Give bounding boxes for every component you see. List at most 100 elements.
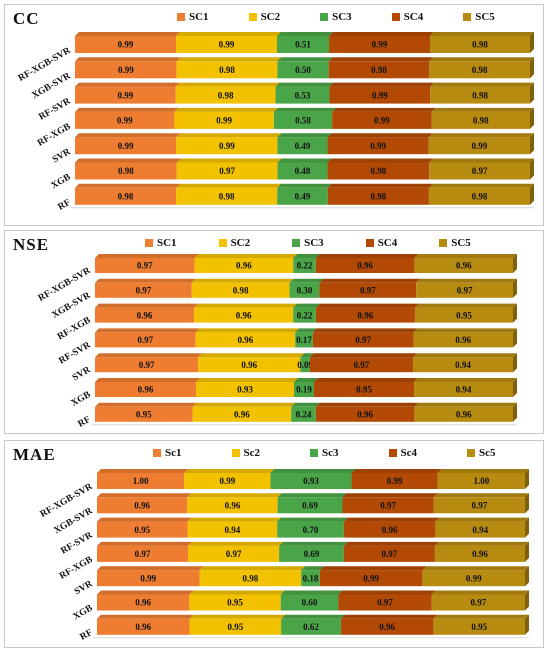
legend-swatch: [145, 239, 153, 247]
cc-bar-sc2: [175, 86, 276, 104]
cc-data-label: 0.98: [472, 40, 488, 50]
legend-item-mae-sc3: Sc3: [310, 447, 339, 459]
bar-top-face: [175, 32, 281, 36]
cc-data-label: 0.49: [295, 192, 311, 202]
cc-bar-sc4: [329, 36, 431, 53]
legend-label: SC3: [304, 237, 324, 249]
nse-data-label: 0.96: [238, 335, 254, 345]
bar-top-face: [293, 378, 319, 382]
cc-data-label: 0.99: [372, 40, 388, 50]
mae-data-label: 0.94: [224, 525, 240, 535]
cc-bar-sc4: [327, 137, 429, 155]
nse-bar-sc5: [414, 258, 513, 273]
bar-top-face: [95, 303, 199, 308]
legend-swatch: [231, 449, 240, 457]
nse-bar-sc4: [315, 258, 415, 273]
bar-top-face: [340, 614, 438, 619]
cc-data-label: 0.99: [118, 141, 134, 151]
nse-bar-sc1: [95, 357, 199, 373]
bar-end-face: [525, 614, 529, 635]
cc-data-label: 0.98: [370, 192, 386, 202]
cc-bar-sc2: [176, 162, 278, 180]
cc-bar-sc1: [75, 61, 177, 79]
bar-top-face: [97, 469, 189, 473]
cc-data-label: 0.98: [218, 90, 234, 100]
bar-top-face: [277, 158, 332, 163]
nse-bar-sc5: [413, 357, 513, 373]
mae-bar-sc5: [435, 521, 525, 538]
mae-chart-panel: MAE Sc1 Sc2 Sc3 Sc4 Sc5 1.00 0.99 0.93 0.99 1.00…: [4, 440, 544, 648]
cc-bar-sc2: [174, 111, 274, 129]
bar-top-face: [300, 353, 314, 358]
nse-data-label: 0.97: [360, 286, 376, 296]
mae-bar-sc3: [277, 521, 344, 538]
bar-top-face: [295, 328, 317, 333]
nse-bar-sc2: [194, 307, 294, 323]
bar-top-face: [277, 517, 348, 522]
legend-swatch: [218, 239, 227, 247]
cc-data-label: 0.99: [219, 40, 235, 50]
legend-swatch: [248, 13, 257, 21]
cc-data-label: 0.98: [219, 192, 235, 202]
bar-top-face: [434, 541, 529, 546]
legend-label: SC1: [189, 11, 209, 23]
mae-bar-sc1: [97, 618, 190, 635]
nse-bar-sc5: [414, 382, 513, 397]
nse-bar-sc4: [312, 332, 414, 348]
legend-cc: SC1 SC2 SC3 SC4 SC5: [177, 11, 495, 23]
mae-data-label: 0.97: [135, 549, 151, 559]
mae-data-label: 1.00: [133, 476, 149, 486]
bar-top-face: [176, 183, 282, 188]
cc-bar-sc2: [176, 187, 278, 205]
bar-top-face: [276, 32, 334, 36]
cc-bar-sc1: [75, 86, 176, 104]
chart-title-nse: NSE: [13, 235, 50, 254]
mae-data-label: 0.99: [466, 573, 482, 583]
nse-category-label: RF-SVR: [57, 340, 92, 366]
nse-data-label: 0.96: [236, 261, 252, 271]
mae-bar-sc4: [343, 545, 435, 562]
nse-data-label: 0.96: [358, 310, 374, 320]
mae-bar-sc1: [97, 473, 185, 489]
bar-top-face: [97, 566, 204, 571]
nse-category-label: RF: [77, 415, 93, 430]
mae-data-label: 0.94: [472, 525, 488, 535]
mae-bar-sc4: [319, 570, 423, 587]
nse-data-label: 0.95: [136, 410, 152, 420]
bar-top-face: [75, 183, 181, 188]
nse-bar-sc3: [291, 406, 316, 422]
bar-top-face: [75, 107, 179, 112]
cc-category-label: RF-SVR: [37, 96, 72, 122]
bar-top-face: [195, 328, 300, 333]
bar-end-face: [525, 517, 529, 538]
legend-nse: SC1 SC2 SC3 SC4 SC5: [145, 237, 471, 249]
bar-top-face: [414, 402, 517, 407]
cc-chart-panel: CC SC1 SC2 SC3 SC4 SC5 0.99 0.99 0.51 0.99 0.98 R…: [4, 4, 544, 226]
cc-bar-sc4: [327, 162, 430, 180]
bar-end-face: [525, 541, 529, 562]
bar-top-face: [95, 328, 200, 333]
bar-top-face: [187, 493, 282, 498]
bar-top-face: [280, 590, 343, 595]
cc-data-label: 0.99: [374, 116, 390, 126]
nse-bar-sc1: [95, 258, 195, 273]
bar-top-face: [189, 590, 285, 595]
nse-bar-sc3: [293, 307, 316, 323]
bar-top-face: [343, 517, 440, 522]
mae-bar-sc5: [433, 497, 525, 514]
bar-top-face: [176, 158, 282, 163]
chart-title-mae: MAE: [13, 445, 56, 464]
mae-bar-sc5: [437, 473, 525, 489]
cc-data-label: 0.48: [295, 166, 311, 176]
bar-top-face: [414, 254, 517, 258]
mae-data-label: 0.97: [470, 598, 486, 608]
bar-top-face: [277, 57, 333, 62]
nse-data-label: 0.97: [137, 261, 153, 271]
mae-bar-sc2: [199, 570, 302, 587]
mae-data-label: 0.96: [472, 549, 488, 559]
bar-top-face: [315, 254, 419, 258]
bar-top-face: [277, 183, 332, 188]
nse-bar-sc5: [413, 332, 513, 348]
legend-swatch: [310, 449, 318, 457]
